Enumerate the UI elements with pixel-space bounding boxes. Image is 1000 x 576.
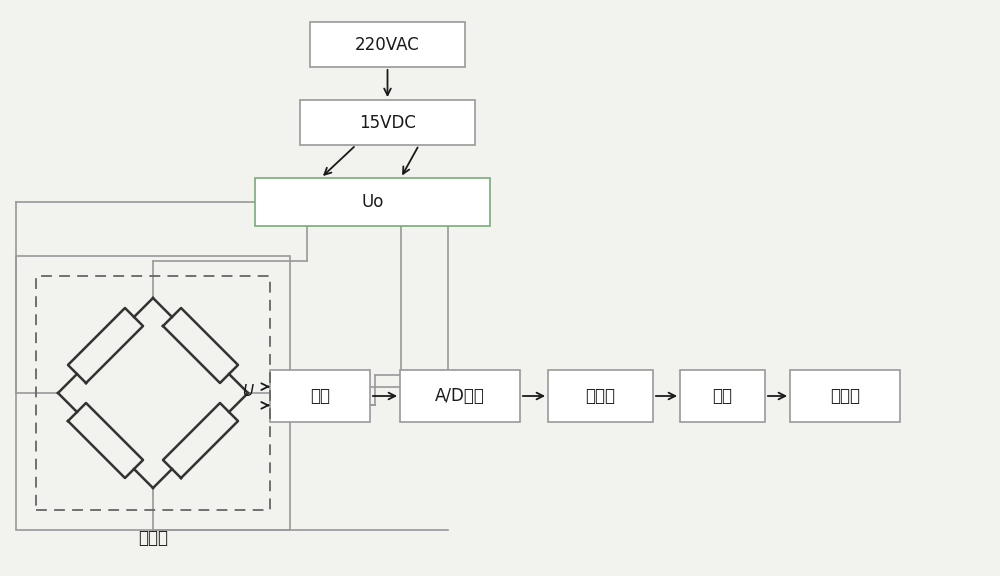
Text: 15VDC: 15VDC — [359, 113, 416, 131]
Text: 滤波: 滤波 — [310, 387, 330, 405]
FancyBboxPatch shape — [400, 370, 520, 422]
FancyBboxPatch shape — [790, 370, 900, 422]
Text: 计算机: 计算机 — [830, 387, 860, 405]
Text: 220VAC: 220VAC — [355, 36, 420, 54]
Text: U: U — [242, 384, 254, 399]
Text: A/D转换: A/D转换 — [435, 387, 485, 405]
FancyBboxPatch shape — [680, 370, 765, 422]
FancyBboxPatch shape — [310, 22, 465, 67]
Text: 单片机: 单片机 — [586, 387, 616, 405]
Text: 串口: 串口 — [712, 387, 732, 405]
FancyBboxPatch shape — [300, 100, 475, 145]
FancyBboxPatch shape — [548, 370, 653, 422]
FancyBboxPatch shape — [255, 178, 490, 226]
Text: Uo: Uo — [361, 193, 384, 211]
FancyBboxPatch shape — [270, 370, 370, 422]
Text: 传感器: 传感器 — [138, 529, 168, 547]
